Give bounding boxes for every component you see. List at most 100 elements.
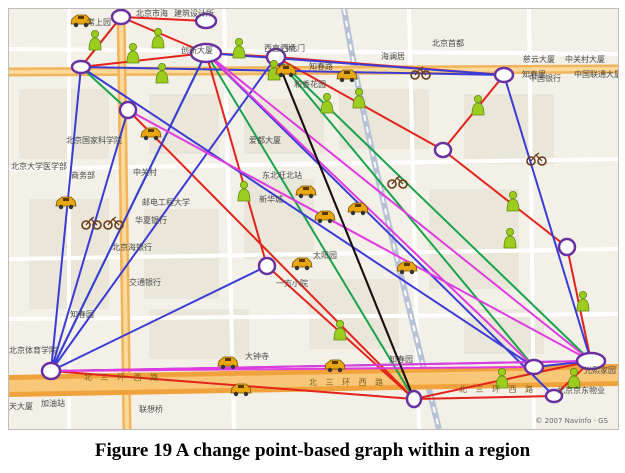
map-figure: 常上园 北京市海 建筑设计所 创新大厦 西直门桥 西北门 海澜居 慈云大厦 中关… (8, 8, 619, 430)
map-label: 邮电工程大学 (142, 198, 190, 207)
graph-node (493, 66, 515, 84)
minor-road (9, 312, 618, 321)
map-label: 和香花园 (294, 80, 326, 89)
graph-edges-magenta (50, 52, 592, 372)
edge-blue (80, 66, 535, 368)
ring-road-label: 北 三 环 西 路 (84, 373, 162, 382)
edge-blue (503, 74, 592, 362)
map-label: 北京国家科学院 (66, 136, 122, 145)
edge-magenta (127, 109, 592, 362)
edge-red (127, 109, 415, 400)
edge-blue (205, 52, 555, 397)
graph-node (110, 9, 132, 26)
graph-node (118, 100, 138, 120)
map-label: 西直门桥 (264, 44, 296, 53)
map-label: 一方小院 (276, 279, 308, 288)
map-label: 中关村大厦 (565, 55, 605, 64)
map-label: 太阳园 (313, 251, 337, 260)
minor-road (9, 247, 618, 261)
edge-red (80, 52, 207, 68)
map-label: 知春路 (309, 62, 333, 71)
edge-blue (50, 66, 82, 372)
edge-red (120, 16, 207, 22)
map-label: 加油站 (41, 399, 65, 408)
edge-green (205, 52, 415, 400)
map-block (339, 89, 429, 149)
pedestrian-icon (88, 29, 102, 51)
edge-red (50, 370, 415, 400)
map-label: 海澜居 (381, 52, 405, 61)
map-canvas (9, 9, 618, 429)
map-label: 知春园 (70, 310, 94, 319)
map-label: 慈云大厦 (523, 55, 555, 64)
map-label: 常上园 (87, 18, 111, 27)
map-label: 北京市海 (136, 9, 168, 18)
edge-blue (50, 52, 207, 372)
map-label: 创新大厦 (181, 46, 213, 55)
map-label: 北京海银行 (112, 243, 152, 252)
edge-magenta (50, 360, 592, 372)
map-label: 西北门 (281, 44, 305, 53)
map-label: 天大厦 (9, 402, 33, 411)
map-label: 北京大学医学部 (11, 162, 67, 171)
map-label: 北京体育学院 (9, 346, 57, 355)
pedestrian-icon (320, 93, 334, 114)
graph-node (575, 351, 607, 371)
map-label: 爱都大厦 (249, 136, 281, 145)
pedestrian-icon (155, 63, 169, 84)
map-label: 北京首都 (432, 39, 464, 48)
ring-road-label: 北 三 环 西 路 (309, 378, 387, 387)
pedestrian-icon (126, 43, 140, 64)
map-label: 北京京东物业 (557, 386, 605, 395)
map-label: 交通银行 (129, 278, 161, 287)
map-label: 建筑设计所 (174, 9, 214, 18)
graph-node (433, 141, 453, 159)
map-label: 光熙家园 (584, 366, 616, 375)
map-label: 中国联通大厦 (574, 70, 619, 79)
figure-caption: Figure 19 A change point-based graph wit… (94, 440, 531, 461)
graph-node (257, 256, 277, 276)
graph-node (405, 389, 423, 409)
map-attribution: © 2007 Navinfo · GS (535, 417, 608, 425)
car-icon (347, 202, 369, 216)
car-icon (291, 257, 313, 271)
map-label: 新华城 (259, 195, 283, 204)
edge-blue (50, 109, 129, 372)
map-label: 知春里 (522, 70, 546, 79)
edge-red (442, 149, 568, 248)
edge-red (80, 16, 122, 68)
edge-green (80, 66, 129, 111)
edge-black (275, 56, 415, 400)
graph-node (40, 361, 62, 381)
edge-red (120, 16, 207, 54)
pedestrian-icon (232, 38, 246, 59)
graph-node (194, 12, 218, 30)
graph-nodes (40, 9, 607, 409)
edge-blue (50, 265, 268, 372)
edge-blue (205, 52, 505, 76)
graph-node (189, 42, 223, 64)
edge-blue (50, 56, 277, 372)
map-label: 华夏银行 (135, 216, 167, 225)
map-label: 联想桥 (139, 405, 163, 414)
edge-magenta (205, 52, 535, 368)
map-label: 中关村 (133, 168, 157, 177)
map-block (149, 94, 219, 154)
graph-edges-blue (50, 52, 592, 397)
edge-red (205, 52, 268, 267)
graph-node (557, 237, 577, 257)
graph-node (523, 358, 545, 376)
map-label: 中国银行 (529, 74, 561, 83)
graph-node (544, 388, 564, 404)
pedestrian-icon (576, 290, 590, 312)
map-label: 知春园 (389, 355, 413, 364)
map-label: 商务部 (71, 171, 95, 180)
edge-red (413, 395, 555, 400)
ring-road-label: 北 三 环 西 路 (459, 385, 537, 394)
map-block (19, 89, 109, 159)
minor-road (9, 47, 618, 56)
railway-dash (343, 9, 440, 429)
map-label: 东北旺北站 (262, 171, 302, 180)
map-label: 大钟寺 (245, 352, 269, 361)
graph-node (70, 59, 92, 75)
